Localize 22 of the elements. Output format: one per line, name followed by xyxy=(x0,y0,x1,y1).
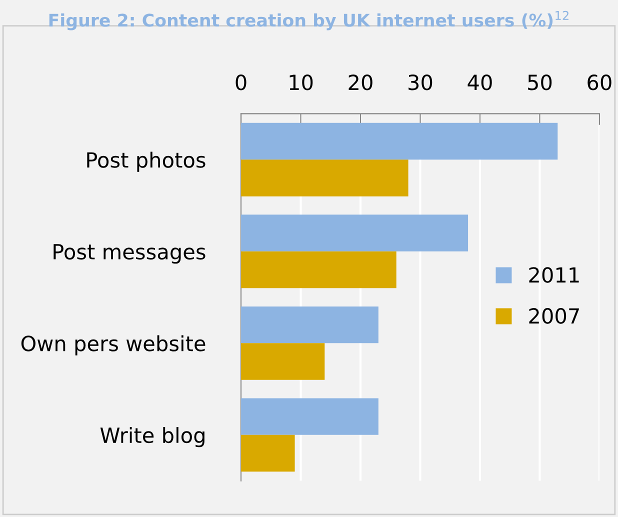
x-tick-label: 10 xyxy=(290,74,313,90)
bar xyxy=(241,122,558,160)
bar xyxy=(241,398,378,435)
y-tick-label: Write blog xyxy=(100,427,204,448)
y-tick-label: Post photos xyxy=(87,152,206,172)
bar xyxy=(241,306,378,344)
bar xyxy=(241,160,408,196)
bar xyxy=(241,214,468,252)
legend-label: 2007 xyxy=(529,308,579,324)
y-tick-label: Own pers website xyxy=(21,335,206,356)
x-tick-label: 60 xyxy=(588,74,612,90)
x-tick-label: 30 xyxy=(408,74,432,90)
bar xyxy=(241,251,396,288)
y-tick-label: Post messages xyxy=(54,244,206,264)
bar xyxy=(241,343,325,380)
x-tick-label: 50 xyxy=(528,74,552,90)
x-tick-label: 0 xyxy=(236,74,246,90)
legend-label: 2011 xyxy=(529,267,579,283)
x-tick-label: 40 xyxy=(468,74,492,90)
x-tick-label: 20 xyxy=(348,74,372,90)
chart-title: Figure 2: Content creation by UK internet users (%)$^{12}$ xyxy=(49,10,568,30)
bar xyxy=(241,434,295,472)
